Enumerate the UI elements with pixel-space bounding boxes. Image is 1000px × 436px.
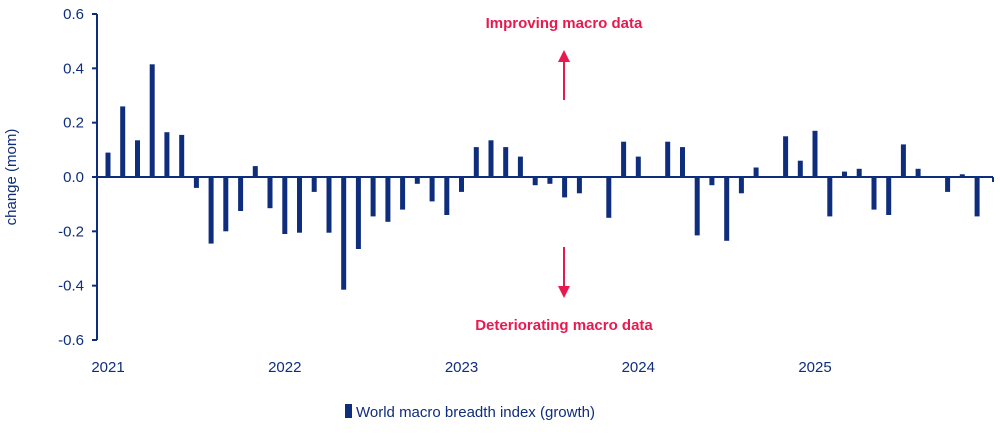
bar — [105, 152, 111, 177]
bar — [709, 177, 715, 186]
bar — [576, 177, 582, 194]
x-ticks: 2021 2022 2023 2024 2025 — [91, 359, 831, 376]
y-tick-label: 0.2 — [63, 115, 84, 132]
y-ticks: 0.6 0.4 0.2 0.0 -0.2 -0.4 -0.6 — [58, 6, 97, 349]
bar — [252, 166, 258, 177]
bar — [473, 147, 479, 177]
bar — [753, 167, 759, 177]
bar — [223, 177, 229, 232]
bar — [459, 177, 464, 192]
bar — [297, 177, 302, 233]
bar — [326, 177, 332, 233]
y-tick-label: -0.6 — [58, 332, 84, 349]
bar — [606, 177, 612, 218]
y-tick-label: -0.2 — [58, 223, 84, 240]
bar — [517, 156, 523, 177]
bar — [355, 177, 361, 249]
bar — [797, 160, 803, 177]
bar — [503, 147, 509, 177]
legend: World macro breadth index (growth) — [345, 404, 595, 421]
bar — [149, 64, 155, 177]
bar — [267, 177, 273, 209]
bar — [400, 177, 406, 210]
annotation-improving: Improving macro data — [486, 15, 643, 32]
y-tick-label: -0.4 — [58, 278, 84, 295]
bar — [444, 177, 450, 215]
bar — [120, 106, 126, 177]
bar — [621, 141, 627, 177]
bar — [164, 132, 170, 177]
bar — [635, 156, 641, 177]
bar — [945, 177, 951, 192]
bars — [105, 64, 980, 290]
x-tick-label: 2024 — [622, 359, 655, 376]
bar — [827, 177, 833, 217]
x-tick-label: 2025 — [798, 359, 831, 376]
y-tick-label: 0.4 — [63, 60, 84, 77]
bar — [842, 171, 847, 177]
bar — [370, 177, 376, 217]
bar — [856, 168, 862, 177]
bar — [680, 147, 685, 177]
bar — [208, 177, 214, 244]
x-tick-label: 2021 — [91, 359, 124, 376]
bar — [238, 177, 244, 211]
bar — [738, 177, 744, 194]
bar — [694, 177, 700, 236]
bar — [385, 177, 391, 222]
legend-label: World macro breadth index (growth) — [356, 404, 595, 421]
y-tick-label: 0.6 — [63, 6, 84, 23]
bar — [665, 141, 671, 177]
bar — [414, 177, 420, 184]
bar — [812, 130, 818, 177]
bar — [135, 140, 140, 177]
arrow-up-icon — [558, 50, 570, 100]
annotation-deteriorating: Deteriorating macro data — [475, 317, 653, 334]
bar — [974, 177, 980, 217]
bar — [915, 168, 921, 177]
bar — [311, 177, 317, 192]
bar — [282, 177, 288, 234]
bar — [900, 144, 906, 177]
y-axis-label: change (mom) — [3, 129, 20, 226]
legend-swatch — [345, 404, 352, 418]
bar — [341, 177, 347, 290]
bar — [179, 134, 185, 177]
bar — [532, 177, 538, 186]
bar — [783, 136, 789, 178]
bar — [429, 177, 435, 202]
bar — [724, 177, 730, 241]
bar — [488, 140, 494, 177]
bar — [886, 177, 892, 215]
bar — [871, 177, 877, 210]
bar — [547, 177, 553, 184]
bar — [562, 177, 568, 198]
y-tick-label: 0.0 — [63, 169, 84, 186]
bar — [959, 174, 965, 177]
x-tick-label: 2022 — [268, 359, 301, 376]
bar — [193, 177, 199, 188]
arrow-down-icon — [558, 247, 570, 298]
x-tick-label: 2023 — [445, 359, 478, 376]
